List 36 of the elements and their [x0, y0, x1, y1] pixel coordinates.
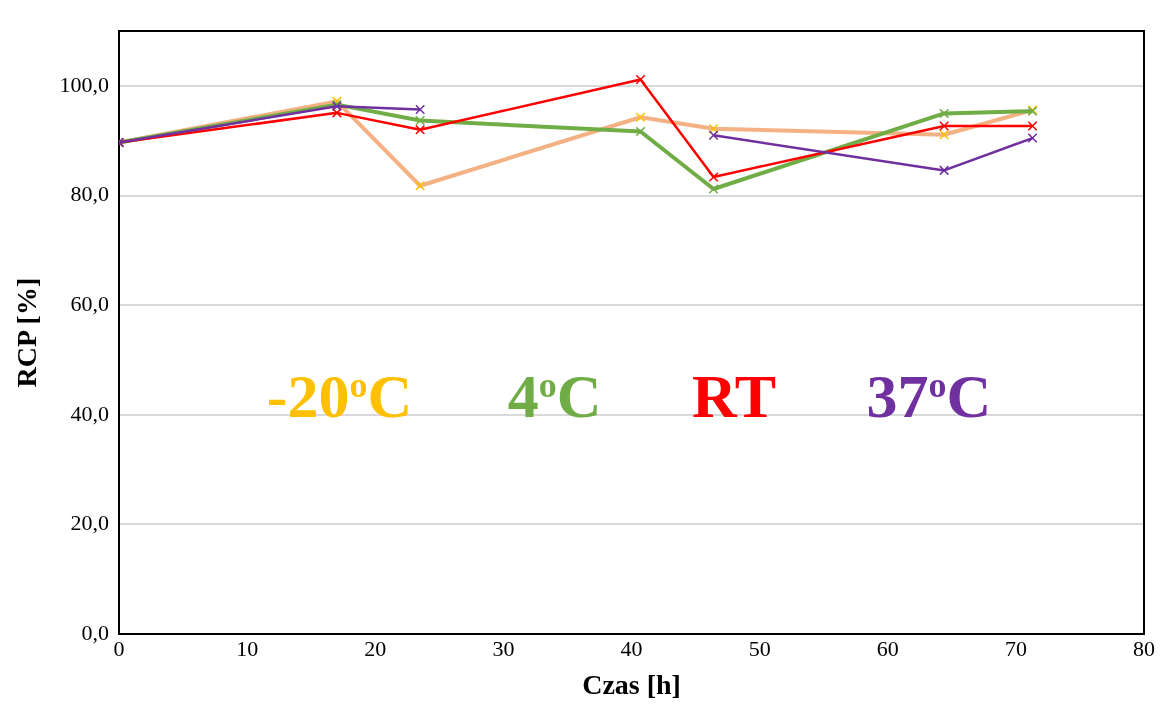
point — [939, 121, 950, 131]
y-tick-label: 60,0 — [70, 290, 110, 316]
point — [1027, 121, 1038, 131]
point — [1027, 133, 1038, 144]
point — [708, 184, 719, 195]
point — [331, 107, 342, 118]
x-axis-title: Czas [h] — [582, 669, 681, 701]
x-tick-label: 30 — [492, 635, 515, 661]
x-tick-label: 20 — [364, 635, 387, 661]
point — [415, 180, 426, 191]
x-tick-label: 70 — [1004, 635, 1027, 661]
point — [415, 124, 426, 135]
point — [708, 130, 719, 141]
y-axis-title: RCP [%] — [11, 277, 43, 388]
y-tick-label: 20,0 — [70, 510, 110, 536]
text: RT — [692, 361, 777, 430]
point — [635, 126, 646, 137]
point — [939, 165, 950, 176]
x-tick-label: 0 — [113, 635, 125, 661]
point — [635, 74, 646, 85]
x-tick-label: 50 — [748, 635, 771, 661]
x-tick-label: 60 — [876, 635, 899, 661]
point — [708, 123, 719, 134]
y-tick-label: 40,0 — [70, 400, 110, 426]
point — [708, 171, 719, 182]
x-tick-label: 10 — [236, 635, 259, 661]
x-tick-label: 40 — [620, 635, 643, 661]
y-tick-label: 100,0 — [59, 71, 110, 97]
y-tick-label: 80,0 — [70, 181, 110, 207]
point — [939, 108, 950, 119]
point — [939, 129, 950, 140]
point — [415, 115, 426, 126]
y-tick-label: 0,0 — [81, 619, 110, 645]
point — [415, 104, 426, 115]
point — [635, 112, 646, 123]
x-tick-label: 80 — [1133, 635, 1155, 661]
